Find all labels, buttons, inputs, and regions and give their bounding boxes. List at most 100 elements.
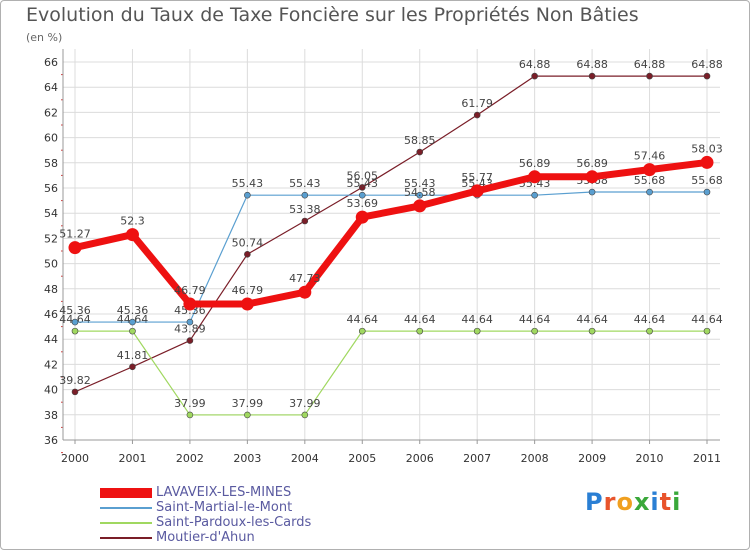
data-point (643, 163, 657, 177)
data-point (244, 411, 251, 419)
data-point (413, 199, 427, 213)
data-label: 46.79 (232, 284, 264, 297)
data-label: 53.69 (347, 197, 379, 210)
legend-item-saint-pardoux: Saint-Pardoux-les-Cards (100, 515, 311, 530)
proxiti-logo: Proxiti (585, 488, 681, 516)
data-label: 64.88 (519, 58, 551, 71)
data-label: 44.64 (691, 313, 723, 326)
data-point (416, 191, 424, 199)
data-label: 53.38 (289, 203, 321, 216)
series-line (75, 191, 707, 323)
data-point (125, 228, 139, 242)
y-tick-label: 62 (44, 106, 58, 119)
data-point (531, 191, 538, 199)
data-point (416, 148, 424, 156)
data-point (240, 297, 254, 311)
data-point (183, 297, 197, 311)
data-point (129, 363, 136, 371)
data-label: 44.64 (576, 313, 608, 326)
data-point (186, 318, 194, 326)
data-label: 45.36 (117, 304, 149, 317)
data-point (68, 241, 82, 255)
legend-label-lavaveix: LAVAVEIX-LES-MINES (156, 485, 292, 500)
data-label: 41.81 (117, 349, 149, 362)
logo-letter: r (603, 488, 617, 516)
data-point (528, 170, 542, 184)
data-label: 55.77 (461, 171, 493, 184)
data-point (358, 184, 366, 191)
x-tick-label: 2001 (118, 452, 146, 465)
data-point (129, 318, 136, 326)
logo-letter: t (659, 488, 673, 516)
data-label: 55.43 (347, 177, 379, 190)
chart-title: Evolution du Taux de Taxe Foncière sur l… (26, 4, 639, 26)
data-label: 44.64 (461, 313, 493, 326)
data-point (531, 72, 538, 80)
data-point (646, 72, 653, 80)
x-tick-label: 2006 (406, 452, 434, 465)
data-point (588, 188, 596, 196)
data-point (531, 327, 538, 335)
data-point (244, 191, 251, 199)
legend-label-saint-martial: Saint-Martial-le-Mont (156, 500, 293, 515)
data-label: 55.43 (289, 177, 321, 190)
y-tick-label: 40 (44, 384, 58, 397)
data-point (358, 191, 366, 199)
plot-area (63, 49, 720, 440)
y-tick-label: 42 (44, 358, 58, 371)
data-point (585, 170, 599, 184)
x-tick-label: 2007 (463, 452, 491, 465)
data-label: 44.64 (634, 313, 666, 326)
data-point (301, 217, 309, 225)
data-label: 50.74 (232, 236, 264, 249)
legend-swatch-lavaveix (100, 487, 152, 498)
data-label: 45.36 (59, 304, 91, 317)
data-label: 64.88 (691, 58, 723, 71)
y-tick-label: 46 (44, 308, 58, 321)
data-label: 58.85 (404, 134, 436, 147)
data-point (646, 327, 653, 335)
data-point (646, 188, 653, 196)
data-point (129, 327, 136, 335)
data-label: 43.89 (174, 323, 206, 336)
chart-legend: LAVAVEIX-LES-MINES Saint-Martial-le-Mont… (100, 485, 311, 545)
x-tick-label: 2010 (636, 452, 664, 465)
data-label: 55.68 (691, 174, 723, 187)
data-point (355, 210, 369, 224)
data-label: 37.99 (174, 397, 206, 410)
logo-letter: P (585, 488, 604, 516)
y-tick-label: 58 (44, 157, 58, 170)
data-point (71, 388, 79, 396)
data-label: 56.89 (576, 157, 608, 170)
y-tick-label: 36 (44, 434, 58, 447)
data-point (703, 327, 711, 335)
data-point (703, 188, 711, 196)
data-point (473, 327, 481, 335)
legend-item-moutier: Moutier-d'Ahun (100, 530, 311, 545)
data-point (186, 411, 194, 419)
data-label: 39.82 (59, 374, 91, 387)
data-label: 37.99 (232, 397, 264, 410)
x-tick-label: 2000 (61, 452, 89, 465)
data-label: 56.89 (519, 157, 551, 170)
x-tick-label: 2003 (233, 452, 261, 465)
data-label: 51.27 (59, 228, 91, 241)
x-tick-label: 2005 (348, 452, 376, 465)
y-tick-label: 60 (44, 132, 58, 145)
data-label: 37.99 (289, 397, 321, 410)
logo-letter: o (616, 488, 634, 516)
data-point (703, 72, 711, 80)
data-point (358, 327, 366, 335)
data-point (71, 327, 79, 335)
data-label: 47.73 (289, 272, 321, 285)
data-point (301, 191, 309, 199)
data-point (244, 250, 251, 258)
y-tick-label: 50 (44, 258, 58, 271)
y-tick-label: 66 (44, 56, 58, 69)
data-point (700, 155, 714, 169)
y-tick-label: 64 (44, 81, 58, 94)
data-point (470, 184, 484, 198)
y-tick-label: 54 (44, 207, 58, 220)
data-label: 58.03 (691, 142, 723, 155)
data-label: 55.43 (232, 177, 264, 190)
